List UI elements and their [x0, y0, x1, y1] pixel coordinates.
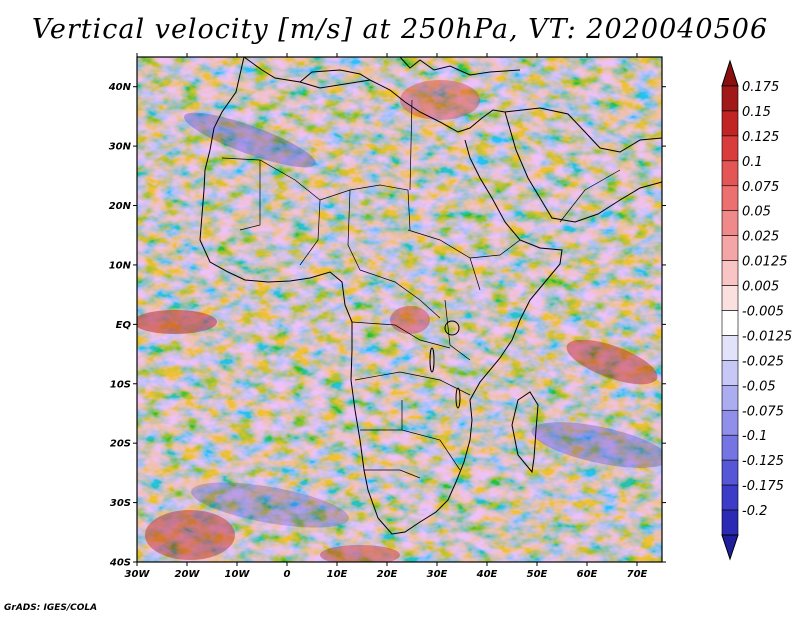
colorbar: 0.175 0.15 0.125 0.1 0.075 0.05 0.025 0.0125 0.0…: [721, 59, 792, 561]
colorbar-label: 0.05: [742, 205, 771, 220]
axis-ticks: 30W 20W 10W 0 10E 20E 30E 40E 50E 60E 70E 40N 30N 20N…: [108, 53, 666, 580]
colorbar-swatch: [721, 135, 739, 162]
plot-frame: [136, 56, 663, 563]
colorbar-label: 0.025: [742, 230, 779, 245]
colorbar-label: 0.1: [742, 155, 763, 170]
coastlines: [199, 57, 662, 535]
lakes: [429, 320, 461, 409]
ascent-region-mediterranean: [400, 80, 480, 120]
chart-title: Vertical velocity [m/s] at 250hPa, VT: 2…: [31, 14, 769, 45]
colorbar-label: -0.005: [742, 305, 784, 320]
x-tick-label: 0: [284, 569, 291, 580]
colorbar-swatch: [721, 85, 739, 112]
y-tick-label: 30S: [110, 498, 131, 509]
colorbar-label: -0.175: [742, 479, 784, 494]
x-tick-label: 20W: [175, 569, 201, 580]
colorbar-swatch: [721, 360, 739, 386]
country-borders: [221, 99, 621, 479]
colorbar-swatch: [721, 310, 739, 336]
y-tick-label: 20N: [109, 201, 132, 212]
madagascar-coast: [511, 391, 539, 474]
y-tick-label: 10S: [110, 379, 131, 390]
colorbar-label: -0.125: [742, 454, 784, 469]
colorbar-bottom-arrow: [721, 534, 739, 561]
colorbar-label: 0.175: [742, 80, 779, 95]
x-tick-label: 10W: [225, 569, 251, 580]
x-tick-label: 20E: [377, 569, 398, 580]
colorbar-label: -0.1: [742, 429, 767, 444]
colorbar-label: 0.005: [742, 280, 779, 295]
colorbar-swatch: [721, 260, 739, 286]
colorbar-swatch: [721, 385, 739, 411]
colorbar-swatch: [721, 235, 739, 261]
colorbar-label: -0.025: [742, 354, 784, 369]
colorbar-label: -0.0125: [742, 329, 792, 344]
colorbar-label: -0.2: [742, 504, 767, 519]
colorbar-swatch: [721, 210, 739, 236]
y-tick-label: 10N: [109, 260, 132, 271]
colorbar-swatch: [721, 160, 739, 187]
x-tick-label: 40E: [476, 569, 498, 580]
colorbar-top-arrow: [721, 59, 739, 87]
grads-credit: GrADS: IGES/COLA: [4, 603, 98, 613]
descent-region-west-africa: [184, 112, 316, 168]
y-tick-label: 40S: [109, 558, 131, 569]
colorbar-swatch: [721, 285, 739, 311]
colorbar-label: -0.075: [742, 404, 784, 419]
colorbar-swatch: [721, 409, 739, 436]
y-tick-label: 40N: [108, 82, 132, 93]
x-tick-label: 30E: [427, 569, 448, 580]
y-tick-label: 20S: [110, 439, 131, 450]
x-tick-label: 50E: [527, 569, 548, 580]
colorbar-label: -0.05: [742, 379, 776, 394]
colorbar-swatch: [721, 335, 739, 361]
colorbar-label: 0.075: [742, 180, 779, 195]
x-tick-label: 70E: [627, 569, 648, 580]
y-tick-label: EQ: [116, 320, 132, 331]
ascent-region-south-atlantic: [145, 510, 235, 560]
velocity-field: [137, 57, 662, 562]
lake-victoria: [444, 320, 460, 336]
colorbar-label: 0.125: [742, 130, 779, 145]
x-tick-label: 60E: [577, 569, 598, 580]
colorbar-swatch: [721, 434, 739, 461]
y-tick-label: 30N: [109, 142, 132, 153]
lake-malawi: [455, 387, 461, 409]
colorbar-swatch: [721, 185, 739, 212]
colorbar-label: 0.15: [742, 105, 771, 120]
x-tick-label: 30W: [125, 569, 151, 580]
ascent-region-atlantic: [137, 310, 217, 334]
colorbar-swatch: [721, 509, 739, 536]
lake-tanganyika: [429, 347, 435, 373]
x-tick-label: 10E: [327, 569, 348, 580]
colorbar-swatch: [721, 459, 739, 486]
ascent-region-indian-ocean: [566, 339, 658, 385]
colorbar-swatch: [721, 484, 739, 511]
colorbar-swatch: [721, 110, 739, 137]
colorbar-label: 0.0125: [742, 255, 788, 270]
